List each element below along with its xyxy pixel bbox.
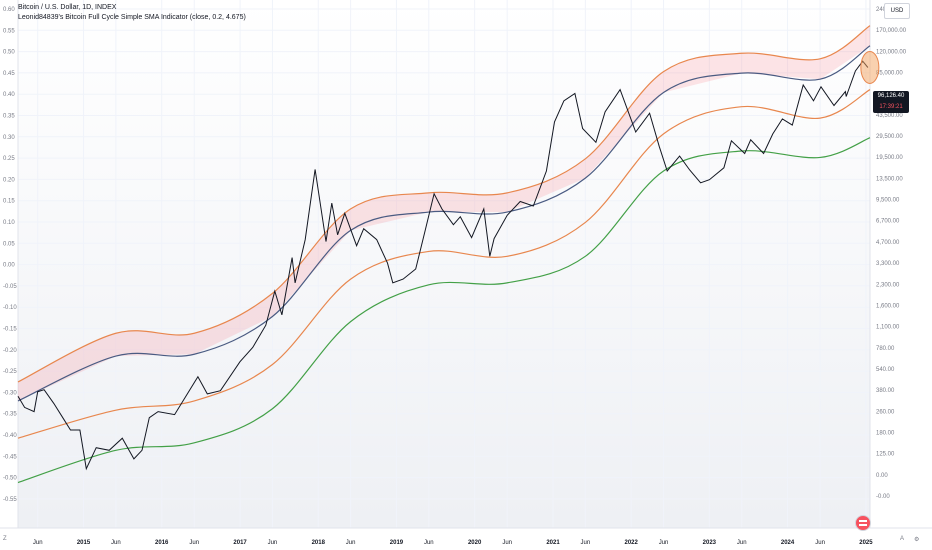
- x-tick-label: Jun: [346, 540, 356, 546]
- right-tick-label: -0.00: [876, 494, 890, 500]
- left-tick-label: 0.30: [3, 135, 15, 141]
- right-tick-label: 4,700.00: [876, 240, 900, 246]
- left-tick-label: -0.30: [3, 390, 17, 396]
- right-tick-label: 2,300.00: [876, 282, 900, 288]
- right-tick-label: 19,500.00: [876, 155, 903, 161]
- left-tick-label: -0.20: [3, 348, 17, 354]
- upper-band-fill: [18, 25, 870, 401]
- gear-icon[interactable]: ⚙: [914, 537, 920, 543]
- left-tick-label: 0.10: [3, 220, 15, 226]
- chart-legend: Bitcoin / U.S. Dollar, 1D, INDEX Leonid8…: [18, 3, 246, 23]
- current-price-marker: [860, 50, 880, 84]
- x-tick-label: Jun: [815, 540, 825, 546]
- right-tick-label: 780.00: [876, 346, 895, 352]
- left-tick-label: 0.50: [3, 50, 15, 56]
- x-tick-label: 2023: [703, 540, 717, 546]
- left-tick-label: -0.50: [3, 476, 17, 482]
- left-tick-label: 0.20: [3, 177, 15, 183]
- x-tick-label: Jun: [111, 540, 121, 546]
- left-tick-label: -0.35: [3, 412, 17, 418]
- right-tick-label: 6,700.00: [876, 219, 900, 225]
- price-line: [17, 60, 869, 471]
- right-tick-label: 1,600.00: [876, 303, 900, 309]
- right-tick-label: 0.00: [876, 473, 888, 479]
- last-price-tag: 96,126.40 17:39:21: [873, 91, 909, 113]
- right-tick-label: 380.00: [876, 388, 895, 394]
- left-axis: 0.60 0.55 0.50 0.45 0.40 0.35 0.30 0.25 0.20 0.15…: [3, 7, 870, 503]
- right-tick-label: 170,000.00: [876, 28, 907, 34]
- indicator-legend[interactable]: Leonid84839's Bitcoin Full Cycle Simple …: [18, 14, 246, 21]
- left-tick-label: -0.15: [3, 327, 17, 333]
- x-tick-label: Jun: [737, 540, 747, 546]
- band-line-upper-inner: [17, 45, 871, 402]
- x-tick-label: 2022: [625, 540, 639, 546]
- right-tick-label: 3,300.00: [876, 261, 900, 267]
- band-line-middle: [17, 89, 871, 439]
- symbol-legend[interactable]: Bitcoin / U.S. Dollar, 1D, INDEX: [18, 4, 117, 11]
- plot-background: [18, 0, 870, 528]
- right-tick-label: 29,500.00: [876, 134, 903, 140]
- right-tick-label: 85,000.00: [876, 71, 903, 77]
- x-tick-label: 2015: [77, 540, 91, 546]
- currency-button[interactable]: USD: [884, 3, 910, 19]
- left-tick-label: -0.40: [3, 433, 17, 439]
- left-tick-label: 0.05: [3, 241, 15, 247]
- bar-countdown: 17:39:21: [879, 104, 903, 110]
- right-tick-label: 1,100.00: [876, 325, 900, 331]
- left-tick-label: 0.35: [3, 114, 15, 120]
- left-tick-label: -0.10: [3, 305, 17, 311]
- left-tick-label: -0.05: [3, 284, 17, 290]
- left-tick-label: 0.45: [3, 71, 15, 77]
- x-tick-label: 2018: [312, 540, 326, 546]
- left-tick-label: 0.00: [3, 263, 15, 269]
- x-tick-label: Jun: [33, 540, 43, 546]
- x-tick-label: Jun: [659, 540, 669, 546]
- tradingview-logo-icon[interactable]: [855, 515, 871, 531]
- right-tick-label: 125.00: [876, 452, 895, 458]
- zoom-reset-button[interactable]: Z: [3, 536, 7, 542]
- right-tick-label: 260.00: [876, 409, 895, 415]
- left-tick-label: -0.25: [3, 369, 17, 375]
- left-tick-label: 0.40: [3, 92, 15, 98]
- left-tick-label: 0.55: [3, 28, 15, 34]
- auto-scale-button[interactable]: A: [900, 536, 905, 542]
- left-tick-label: 0.60: [3, 7, 15, 13]
- left-tick-label: 0.15: [3, 199, 15, 205]
- right-tick-label: 13,500.00: [876, 176, 903, 182]
- right-tick-label: 180.00: [876, 430, 895, 436]
- x-tick-label: 2019: [390, 540, 404, 546]
- right-tick-label: 43,500.00: [876, 113, 903, 119]
- x-tick-label: Jun: [502, 540, 512, 546]
- x-tick-label: Jun: [424, 540, 434, 546]
- x-tick-label: 2021: [546, 540, 560, 546]
- left-tick-label: -0.55: [3, 497, 17, 503]
- x-tick-label: 2025: [859, 540, 873, 546]
- left-tick-label: -0.45: [3, 454, 17, 460]
- x-tick-label: Jun: [189, 540, 199, 546]
- x-tick-label: 2017: [233, 540, 247, 546]
- right-tick-label: 120,000.00: [876, 49, 907, 55]
- x-tick-label: 2020: [468, 540, 482, 546]
- left-tick-label: 0.25: [3, 156, 15, 162]
- right-axis: 240,000.00170,000.00120,000.0085,000.006…: [876, 7, 907, 500]
- right-tick-label: 9,500.00: [876, 198, 900, 204]
- last-price-value: 96,126.40: [877, 93, 905, 99]
- x-tick-label: Jun: [581, 540, 591, 546]
- right-tick-label: 540.00: [876, 367, 895, 373]
- x-tick-label: Jun: [268, 540, 278, 546]
- band-line-upper-outer: [17, 25, 871, 383]
- x-tick-label: 2016: [155, 540, 169, 546]
- x-tick-label: 2024: [781, 540, 795, 546]
